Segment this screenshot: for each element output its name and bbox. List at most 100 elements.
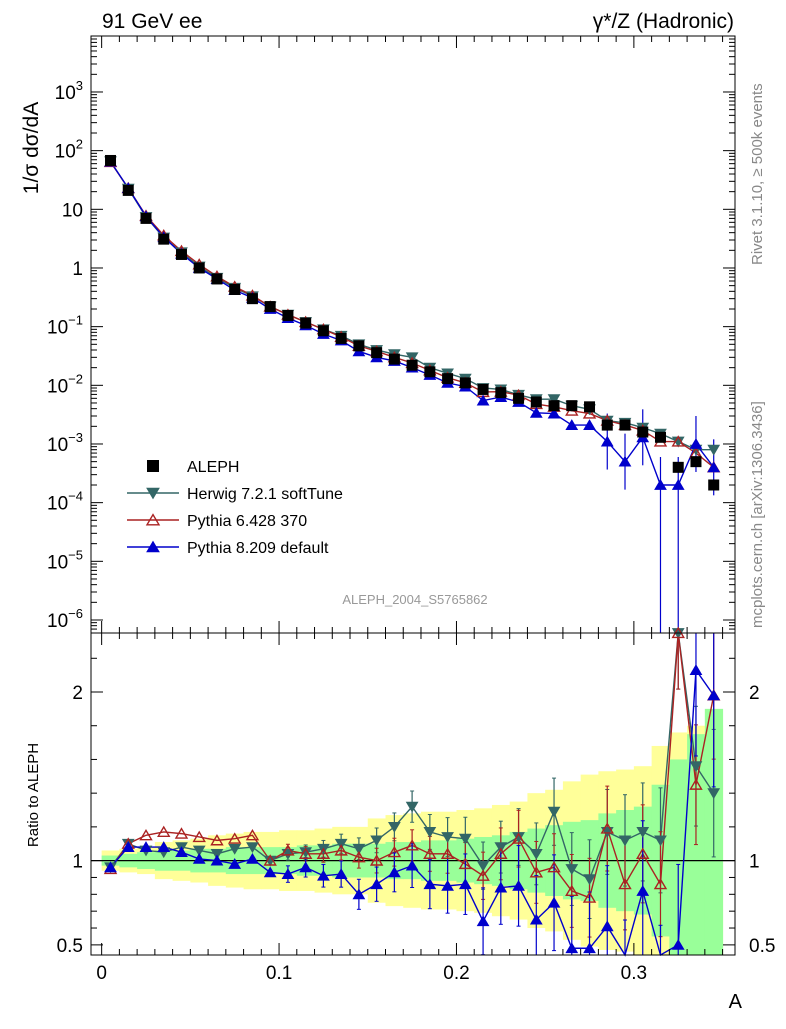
- ratio-point: [228, 843, 242, 855]
- data-point: [547, 394, 561, 406]
- data-point: [495, 387, 507, 399]
- ratio-point: [618, 835, 632, 847]
- ratio-point: [653, 877, 668, 890]
- data-point: [584, 401, 596, 413]
- ratio-frame: [90, 632, 736, 956]
- ratio-point: [157, 841, 171, 853]
- ratio-point: [547, 861, 561, 873]
- ratio-point: [618, 877, 632, 890]
- ratio-point: [458, 857, 473, 870]
- data-point: [618, 455, 632, 467]
- data-point: [708, 479, 720, 491]
- legend-label: Pythia 8.209 default: [187, 540, 329, 557]
- data-point: [122, 184, 134, 196]
- ratio-point: [281, 868, 295, 879]
- ratio-point: [369, 854, 384, 866]
- main-panel: 10−6 10−5 10−4 10−3 10−2 10−1 1 10 102 103: [47, 35, 736, 634]
- ratio-point: [529, 913, 543, 925]
- data-point: [671, 479, 685, 490]
- ratio-point: [476, 860, 490, 872]
- data-point: [388, 353, 400, 365]
- ratio-point: [352, 843, 366, 855]
- ratio-point: [476, 915, 490, 927]
- ratio-point: [458, 833, 472, 845]
- ratio-point: [494, 847, 508, 859]
- header-left: 91 GeV ee: [102, 10, 202, 33]
- mcplots-label: mcplots.cern.ch [arXiv:1306.3436]: [749, 401, 766, 628]
- ratio-point: [494, 842, 508, 854]
- ratio-point: [441, 832, 454, 843]
- ratio-point: [423, 847, 437, 859]
- analysis-id: ALEPH_2004_S5765862: [342, 592, 487, 607]
- ratio-point: [298, 847, 313, 859]
- legend-marker: [146, 487, 160, 500]
- ratio-point: [529, 866, 544, 878]
- ratio-point: [529, 848, 543, 860]
- x-tick-label: 0.2: [443, 963, 469, 984]
- data-point: [229, 283, 241, 295]
- ratio-point: [316, 847, 331, 859]
- ratio-point: [139, 841, 153, 853]
- ratio-point: [334, 838, 348, 850]
- ratio-point: [192, 845, 206, 857]
- ratio-point: [583, 874, 596, 886]
- ratio-point: [370, 835, 384, 847]
- ratio-point: [636, 827, 650, 838]
- data-point: [476, 394, 490, 406]
- data-point: [637, 426, 649, 438]
- ratio-point: [387, 821, 401, 833]
- ratio-ylabel: Ratio to ALEPH: [25, 743, 42, 847]
- legend-marker: [147, 460, 159, 472]
- data-point: [689, 438, 703, 449]
- ratio-point: [565, 864, 579, 875]
- data-point: [335, 332, 347, 344]
- data-point: [282, 309, 294, 321]
- ratio-point: [192, 830, 206, 843]
- x-tick-label: 0.3: [621, 963, 647, 984]
- data-point: [513, 392, 525, 404]
- ratio-point: [210, 834, 224, 846]
- ratio-point: [263, 866, 277, 878]
- data-point: [707, 444, 721, 456]
- y-tick-label: 10−1: [47, 313, 83, 339]
- ratio-point: [547, 896, 561, 908]
- data-point: [707, 461, 721, 473]
- ratio-point: [246, 852, 259, 864]
- ratio-point: [458, 878, 472, 890]
- data-point: [193, 262, 205, 274]
- ratio-point: [636, 885, 650, 896]
- ratio-point: [387, 845, 402, 858]
- legend-marker: [146, 540, 160, 553]
- ratio-point: [210, 854, 224, 866]
- data-point: [246, 293, 258, 305]
- ratio-point: [405, 859, 419, 871]
- ratio-y-tick-label: 1: [72, 852, 83, 873]
- y-tick-label: 10−6: [47, 606, 83, 632]
- ratio-point: [405, 839, 419, 851]
- x-tick-label: 0.1: [266, 963, 292, 984]
- ratio-point: [636, 847, 650, 859]
- data-point: [582, 407, 597, 419]
- ratio-point: [281, 844, 295, 856]
- ratio-point: [440, 847, 455, 859]
- data-point: [424, 366, 436, 378]
- data-point: [654, 479, 667, 490]
- ratio-point: [227, 832, 242, 844]
- ratio-point: [405, 801, 419, 813]
- data-point: [406, 359, 418, 371]
- y-tick-label: 10−2: [47, 371, 83, 397]
- main-ylabel: 1/σ dσ/dA: [20, 102, 43, 194]
- y-tick-label: 103: [55, 78, 83, 104]
- ratio-point: [707, 689, 721, 701]
- data-point: [583, 419, 596, 430]
- ratio-point: [494, 881, 508, 893]
- ratio-point: [104, 861, 117, 873]
- data-point: [300, 317, 312, 329]
- ratio-point: [654, 835, 667, 847]
- data-point: [371, 347, 383, 359]
- y-tick-label: 102: [55, 137, 83, 163]
- header-right: γ*/Z (Hadronic): [593, 10, 734, 33]
- ratio-y-tick-label: 2: [72, 683, 83, 704]
- data-point: [672, 461, 684, 473]
